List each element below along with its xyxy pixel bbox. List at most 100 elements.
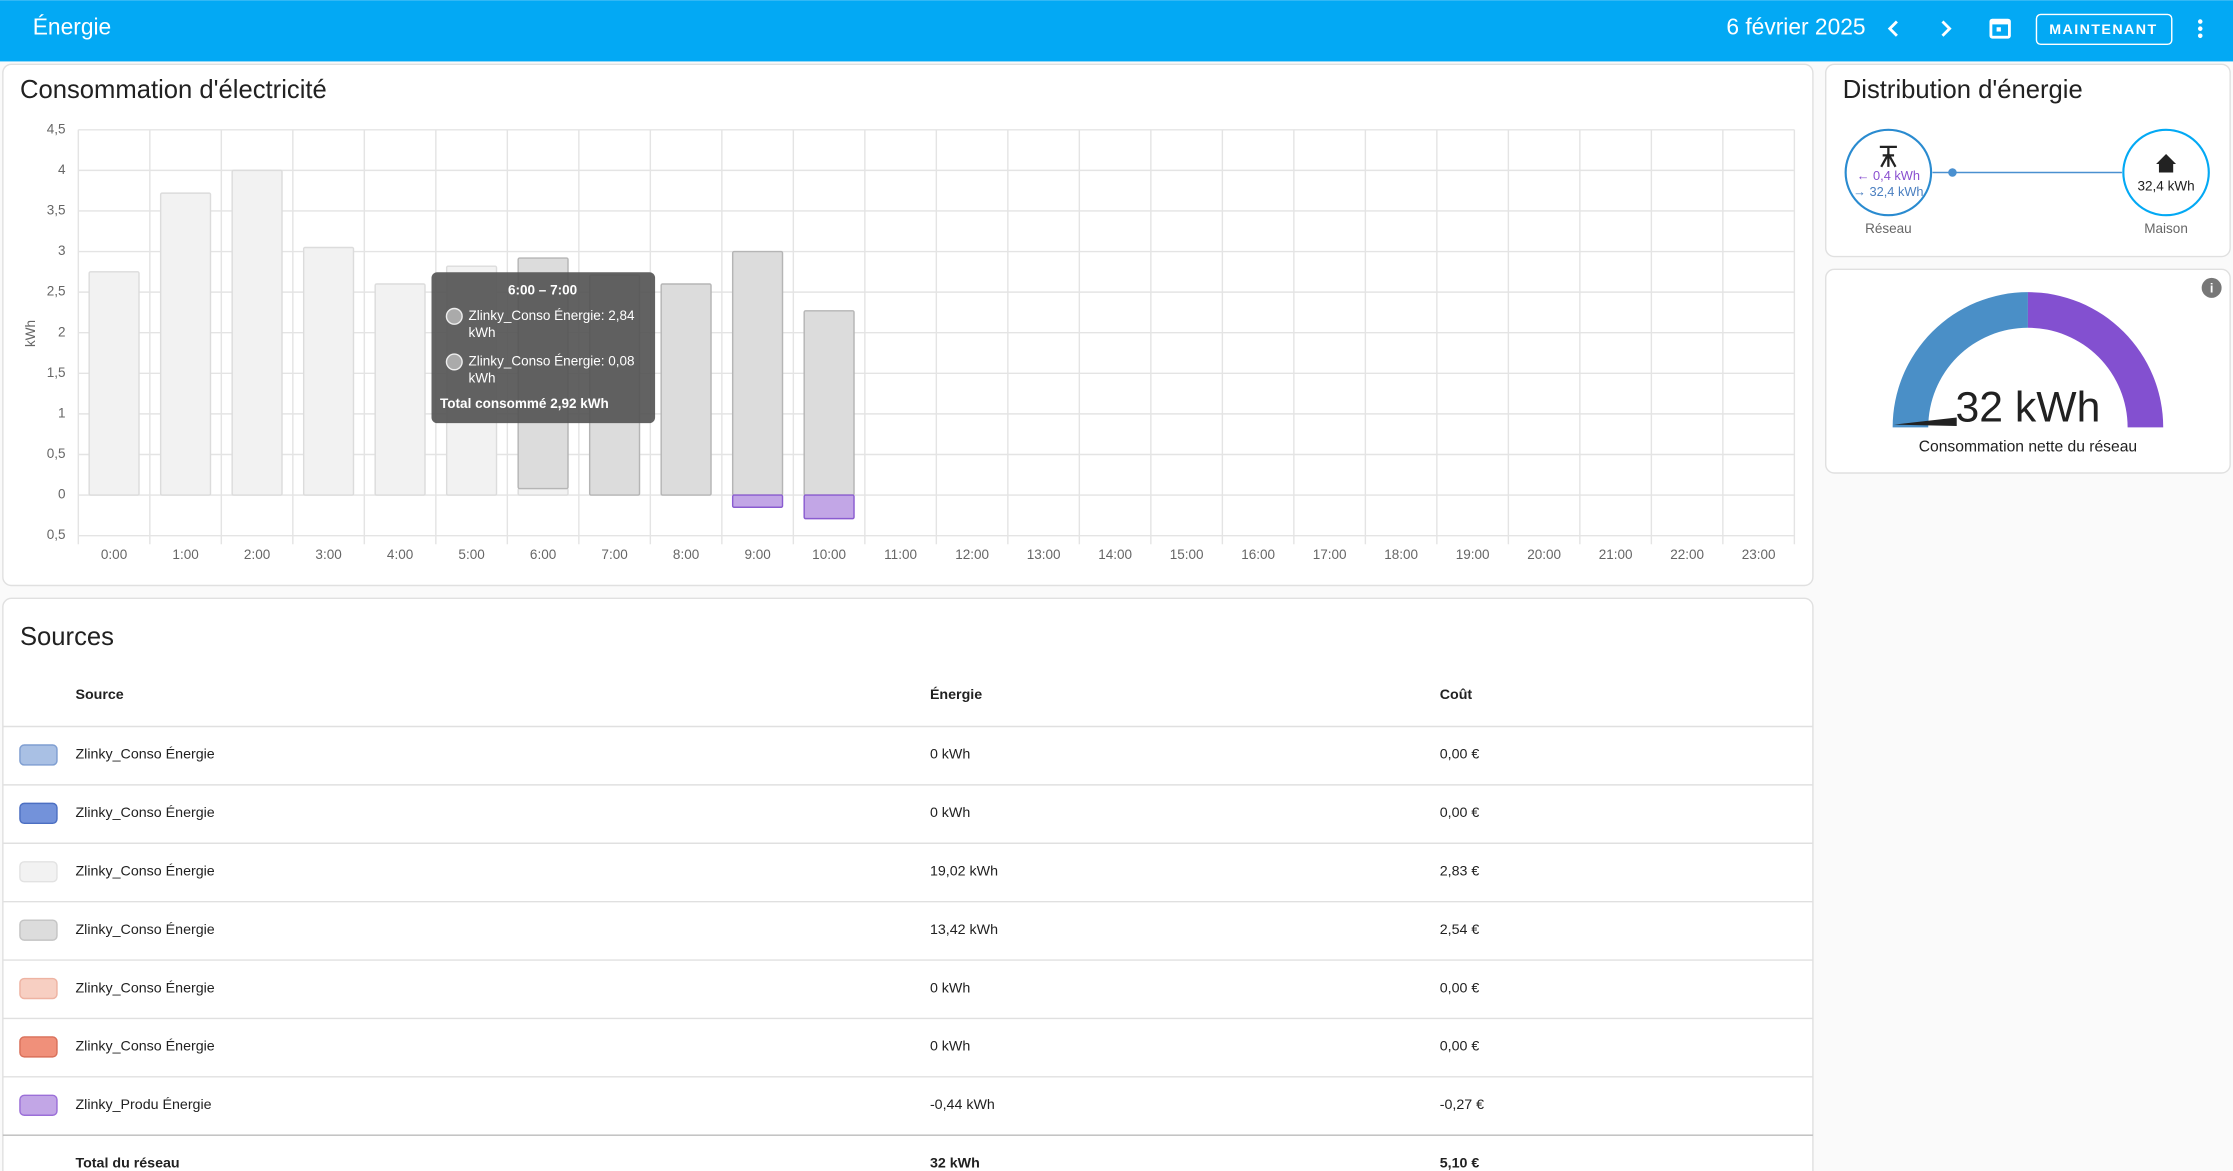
bar <box>88 271 140 496</box>
x-tick-label: 7:00 <box>601 547 627 562</box>
x-tick-label: 9:00 <box>744 547 770 562</box>
home-icon <box>2156 153 2177 173</box>
home-node[interactable] <box>2122 128 2210 217</box>
gauge-value: 32 kWh <box>1956 384 2101 432</box>
now-button[interactable] <box>2035 13 2173 46</box>
cell: Zlinky_Conso Énergie <box>75 804 214 821</box>
column-header: Source <box>75 687 123 703</box>
x-tick-label: 20:00 <box>1527 547 1561 562</box>
y-tick-label: 0,5 <box>47 527 66 542</box>
bar <box>159 192 212 496</box>
column-header: Coût <box>1440 687 1473 703</box>
x-tick-label: 6:00 <box>530 547 556 562</box>
swatch <box>19 861 58 883</box>
bar <box>302 246 355 496</box>
gauge-needle <box>1894 417 1957 426</box>
tooltip-total: Total consommé 2,92 kWh <box>440 396 609 411</box>
bar <box>374 283 426 496</box>
bar <box>731 250 784 496</box>
swatch <box>19 1036 58 1058</box>
tooltip-item: Zlinky_Conso Énergie: 0,08 <box>469 353 635 368</box>
tooltip-item: kWh <box>469 371 496 386</box>
y-tick-label: 1 <box>58 405 66 420</box>
bar <box>731 494 784 508</box>
sources-table: Source Énergie Coût Zlinky_Conso Énergie 0 k… <box>2 686 1813 1171</box>
x-tick-label: 18:00 <box>1384 547 1418 562</box>
gauge-label: Consommation nette du réseau <box>1919 439 2137 456</box>
cell: 0 kWh <box>930 980 970 996</box>
total-cell: 32 kWh <box>930 1155 980 1171</box>
x-tick-label: 1:00 <box>172 547 198 562</box>
x-tick-label: 17:00 <box>1313 547 1347 562</box>
grid-label: Réseau <box>1865 221 1912 236</box>
x-tick-label: 8:00 <box>673 547 699 562</box>
grid-in: ← 0,4 kWh <box>1857 168 1920 183</box>
total-cell: 5,10 € <box>1440 1155 1480 1171</box>
cell: Zlinky_Conso Énergie <box>75 863 214 880</box>
swatch <box>19 744 58 766</box>
gauge-arc <box>1892 292 2028 428</box>
bar <box>803 494 855 520</box>
y-tick-label: 2,5 <box>47 284 66 299</box>
menu-button[interactable] <box>2197 19 2203 39</box>
x-tick-label: 23:00 <box>1742 547 1776 562</box>
next-button[interactable] <box>1941 20 1952 37</box>
bar <box>517 487 569 496</box>
cell: Zlinky_Conso Énergie <box>75 921 214 938</box>
calendar-button[interactable] <box>1989 18 2011 39</box>
cell: 19,02 kWh <box>930 864 998 880</box>
home-value: 32,4 kWh <box>2138 178 2195 193</box>
distribution-title: Distribution d'énergie <box>1843 76 2083 104</box>
column-header: Énergie <box>930 686 982 703</box>
y-tick-label: 4 <box>58 162 66 177</box>
cell: Zlinky_Produ Énergie <box>75 1096 211 1113</box>
cell: 2,83 € <box>1440 864 1480 880</box>
info-icon[interactable] <box>2201 277 2222 298</box>
sources-title: Sources <box>20 623 114 651</box>
cell: Zlinky_Conso Énergie <box>75 746 214 763</box>
cell: -0,27 € <box>1440 1097 1484 1113</box>
x-tick-label: 5:00 <box>458 547 484 562</box>
x-tick-label: 15:00 <box>1170 547 1204 562</box>
cell: 0,00 € <box>1440 1039 1480 1055</box>
tooltip: 6:00 – 7:00 Zlinky_Conso Énergie: 2,84 k… <box>431 272 656 424</box>
top-bar <box>0 0 2233 62</box>
cell: Zlinky_Conso Énergie <box>75 1038 214 1055</box>
home-label: Maison <box>2144 221 2188 236</box>
grid-out: → 32,4 kWh <box>1853 184 1923 199</box>
prev-button[interactable] <box>1887 20 1898 37</box>
tooltip-title: 6:00 – 7:00 <box>508 282 577 297</box>
sources-card <box>2 597 1814 1171</box>
now-label: MAINTENANT <box>2049 22 2157 38</box>
cell: 0,00 € <box>1440 980 1480 996</box>
cell: 0 kWh <box>930 747 970 763</box>
cell: Zlinky_Conso Énergie <box>75 979 214 996</box>
x-tick-label: 19:00 <box>1456 547 1490 562</box>
x-tick-label: 4:00 <box>387 547 413 562</box>
swatch <box>19 1094 58 1116</box>
page-title: Énergie <box>33 14 111 40</box>
swatch <box>19 977 58 1000</box>
y-tick-label: 3 <box>58 243 66 258</box>
bar <box>803 310 855 496</box>
y-axis-label: kWh <box>23 320 38 347</box>
y-tick-label: 4,5 <box>47 121 66 136</box>
date[interactable]: 6 février 2025 <box>1726 14 1865 40</box>
x-tick-label: 21:00 <box>1599 547 1633 562</box>
x-tick-label: 22:00 <box>1670 547 1704 562</box>
cell: 0 kWh <box>930 1039 970 1055</box>
x-tick-label: 16:00 <box>1241 547 1275 562</box>
x-tick-label: 12:00 <box>955 547 989 562</box>
grid-node[interactable] <box>1844 128 1933 217</box>
y-tick-label: 3,5 <box>47 203 66 218</box>
flow-dot <box>1948 168 1957 177</box>
cell: 0,00 € <box>1440 805 1480 821</box>
cell: 2,54 € <box>1440 922 1480 938</box>
distribution-card <box>1824 63 2231 258</box>
swatch <box>19 802 58 825</box>
x-tick-label: 0:00 <box>101 547 127 562</box>
x-tick-label: 11:00 <box>884 547 917 562</box>
x-tick-label: 10:00 <box>812 547 846 562</box>
